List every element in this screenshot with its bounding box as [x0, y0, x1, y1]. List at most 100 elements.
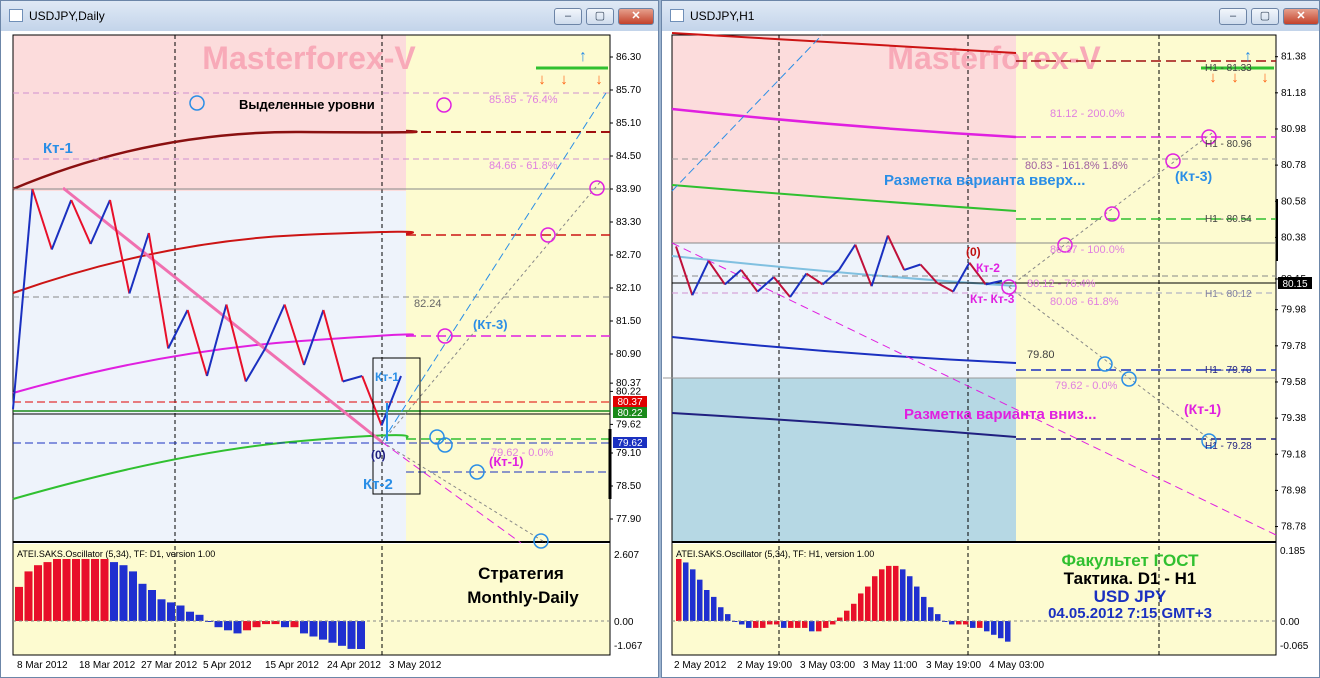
label-kt-kt3: Кт- Кт-3 [970, 292, 1015, 306]
watermark: Masterforex-V [887, 40, 1101, 76]
price-segment [822, 269, 840, 286]
osc-tick: 2.607 [614, 550, 639, 561]
osc-bar [928, 607, 934, 621]
middle-zone [672, 243, 1016, 378]
osc-bar [767, 621, 773, 625]
label-kt3: (Кт-3) [1175, 168, 1212, 184]
x-tick-label: 4 May 03:00 [989, 660, 1044, 671]
h1-chart-window[interactable]: USDJPY,H1 – ▢ ✕ Masterforex-V [661, 0, 1320, 678]
close-button[interactable]: ✕ [1283, 8, 1319, 25]
x-tick-label: 2 May 2012 [674, 660, 727, 671]
daily-chart-window[interactable]: USDJPY,Daily – ▢ ✕ Masterforex-V [0, 0, 659, 678]
osc-bar [271, 621, 280, 625]
osc-bar [176, 605, 185, 621]
price-segment [31, 188, 53, 250]
minimize-button[interactable]: – [1219, 8, 1247, 25]
osc-bar [711, 596, 717, 621]
strategy-caption: Стратегия [478, 564, 564, 583]
price-segment [870, 235, 889, 287]
osc-bar [935, 614, 941, 621]
price-segment [89, 199, 111, 245]
label-selected-levels: Выделенные уровни [239, 97, 375, 112]
price-tag [613, 407, 647, 418]
window-titlebar[interactable]: USDJPY,H1 – ▢ ✕ [662, 1, 1319, 31]
price-segment [322, 309, 344, 382]
x-tick-label: 2 May 19:00 [737, 660, 792, 671]
osc-bar [977, 621, 983, 628]
y-tick-label: 82.10 [616, 283, 641, 294]
price-segment [206, 304, 228, 377]
price-segment [724, 269, 742, 286]
oscillator-histogram [15, 559, 365, 649]
osc-bar [900, 569, 906, 621]
maximize-button[interactable]: ▢ [586, 8, 614, 25]
arrow-up-icon: ↑ [579, 48, 587, 65]
price-segment [283, 304, 305, 366]
osc-bar [157, 599, 166, 621]
osc-bar [1005, 621, 1011, 642]
price-segment [244, 347, 267, 383]
projection-line [381, 180, 602, 443]
ma-blue [671, 336, 1017, 364]
price-tag [613, 437, 647, 448]
osc-bar [753, 621, 759, 628]
chart-window-icon [9, 9, 23, 22]
osc-bar [690, 569, 696, 621]
price-segment [264, 304, 286, 349]
price-segment [886, 235, 906, 271]
selection-box [372, 357, 421, 495]
maximize-button[interactable]: ▢ [1251, 8, 1279, 25]
price-segment [70, 199, 92, 245]
projection-line [1008, 132, 1213, 288]
osc-bar [718, 607, 724, 621]
ma-green [12, 434, 409, 500]
daily-chart[interactable]: Masterforex-V [1, 31, 659, 678]
y-tick-label: 83.90 [616, 184, 641, 195]
osc-bar [43, 562, 52, 621]
h1-chart[interactable]: Masterforex-V [662, 31, 1320, 678]
minimize-button[interactable]: – [554, 8, 582, 25]
window-titlebar[interactable]: USDJPY,Daily – ▢ ✕ [1, 1, 658, 31]
price-segment [109, 199, 131, 294]
ma-magenta [12, 333, 414, 394]
price-segment [854, 244, 873, 287]
ma-red [671, 32, 1017, 54]
x-tick-label: 8 Mar 2012 [17, 660, 68, 671]
price-segment [789, 272, 808, 298]
osc-bar [205, 621, 213, 622]
price-tag-text: 80.22 [617, 408, 642, 419]
fib-label: 84.66 - 61.8% [489, 160, 558, 172]
osc-tick: 0.00 [614, 617, 634, 628]
price-tag-text: 79.62 [617, 438, 642, 449]
y-axis: 81.38 81.18 80.98 80.78 80.58 80.38 80.15 79.98… [1275, 52, 1306, 533]
osc-bar [886, 565, 892, 621]
osc-bar [347, 621, 356, 649]
y-tick-label: 81.18 [1281, 88, 1306, 99]
close-button[interactable]: ✕ [618, 8, 654, 25]
marker-circle [589, 180, 605, 196]
osc-bar [963, 621, 969, 625]
chart-frame [671, 34, 1277, 656]
osc-bar [704, 590, 710, 621]
y-tick-label: 77.90 [616, 514, 641, 525]
price-tag-text: 80.15 [1282, 279, 1307, 290]
osc-bar [676, 559, 682, 621]
x-tick-label: 3 May 11:00 [863, 660, 918, 671]
y-tick-label: 79.18 [1281, 449, 1306, 460]
x-tick-label: 24 Apr 2012 [327, 660, 381, 671]
projection-line [1008, 286, 1213, 442]
lower-zone [672, 378, 1016, 541]
price-segment [12, 188, 34, 410]
price-segment [903, 263, 921, 271]
strategy-caption: Monthly-Daily [467, 588, 579, 607]
projection-line [671, 34, 823, 192]
osc-tick: 0.00 [1280, 617, 1300, 628]
fib-label: 80.83 - 161.8% 1.8% [1025, 160, 1128, 172]
x-tick-label: 18 Mar 2012 [79, 660, 136, 671]
fib-label: 79.62 - 0.0% [491, 447, 554, 459]
price-segment [691, 260, 710, 296]
x-tick-label: 3 May 19:00 [926, 660, 981, 671]
osc-bar [823, 621, 829, 628]
marker-circle [1057, 237, 1073, 253]
arrow-up-icon: ↑ [1244, 48, 1252, 65]
